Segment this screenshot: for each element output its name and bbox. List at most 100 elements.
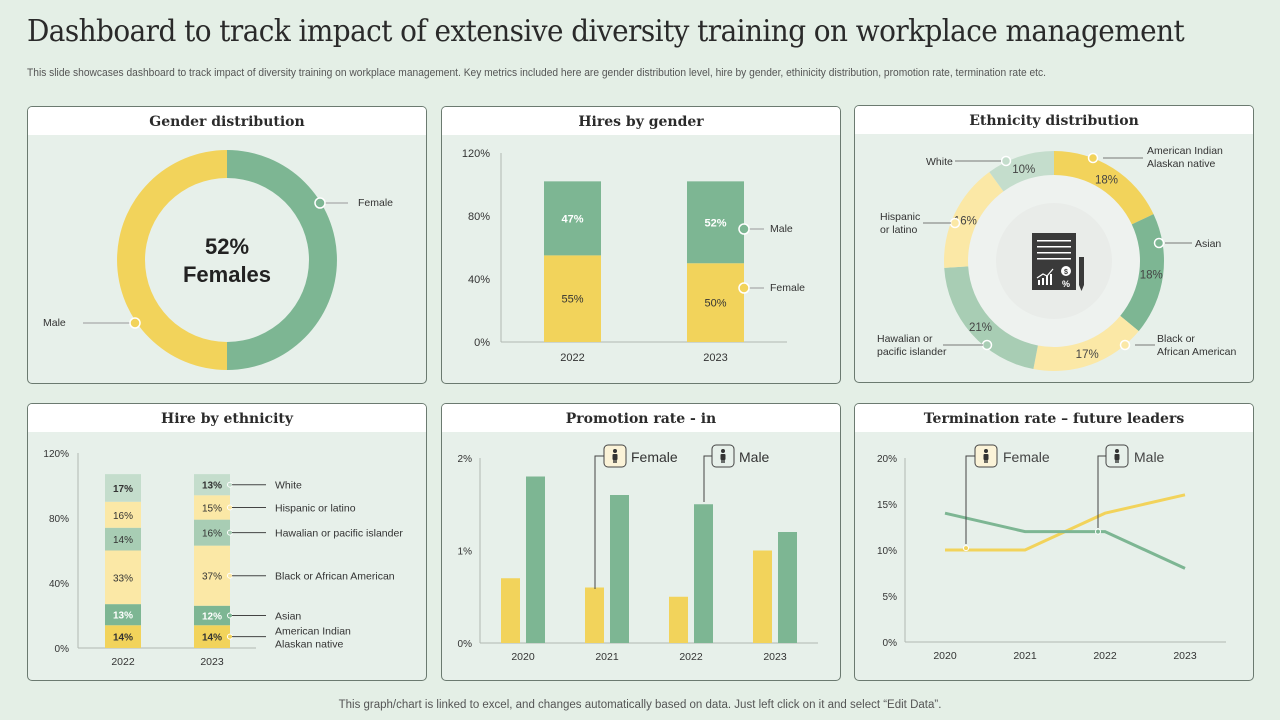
chart-bar-glyph <box>1046 276 1048 285</box>
label-marker <box>1000 155 1012 167</box>
x-tick-label: 2023 <box>703 352 727 364</box>
y-tick-label: 0% <box>55 644 70 655</box>
gender-distribution-chart[interactable]: Female Male 52% Females <box>28 107 427 384</box>
label-marker <box>1153 237 1165 249</box>
bar-segment-2022 <box>105 527 141 551</box>
label-marker <box>1087 152 1099 164</box>
bar-female-2020 <box>501 578 520 643</box>
data-label: 17% <box>113 484 133 495</box>
person-head <box>613 449 617 453</box>
callout-line <box>703 455 712 502</box>
slice-label: African American <box>1157 346 1237 358</box>
male-icon <box>1105 444 1129 468</box>
donut-slice <box>989 151 1054 192</box>
panel-title: Termination rate – future leaders <box>855 404 1253 432</box>
bar-segment-2022 <box>105 501 141 528</box>
data-label: 47% <box>561 213 583 225</box>
bar-segment-2023 <box>194 605 230 626</box>
y-tick-label: 10% <box>877 546 897 557</box>
termination-rate-chart[interactable]: 0% 5% 10% 15% 20% 2020 2021 2022 2023 Female Male <box>855 404 1254 681</box>
donut-slice <box>944 266 1038 370</box>
gender-distribution-panel: Gender distribution Female Male 52% Females <box>27 106 427 384</box>
data-label: 13% <box>202 481 222 492</box>
line-male <box>944 511 1186 570</box>
y-tick-label: 1% <box>458 547 473 558</box>
y-tick-label: 20% <box>877 454 897 465</box>
label-marker <box>227 633 233 640</box>
bar-female-2023 <box>753 550 772 643</box>
legend-label: American Indian <box>275 626 351 638</box>
y-tick-label: 0% <box>458 639 473 650</box>
x-tick-label: 2020 <box>511 651 535 663</box>
donut-slice <box>1033 315 1139 371</box>
data-label: 55% <box>561 294 583 306</box>
panel-title: Gender distribution <box>28 107 426 135</box>
bar-segment-2022 <box>105 604 141 626</box>
page-title: Dashboard to track impact of extensive d… <box>27 14 1185 49</box>
hire-by-ethnicity-chart[interactable]: 0% 40% 80% 120% 14% 13% 33% 14% 16% 17% 2022 14% 12%… <box>28 404 427 681</box>
bar-male-2022 <box>544 181 601 256</box>
callout-line <box>965 455 975 544</box>
hires-by-gender-chart[interactable]: 0% 40% 80% 120% 55% 47% 2022 50% 52% 2023 Male Fema… <box>442 107 841 384</box>
bar-segment-2022 <box>105 550 141 605</box>
person-leg <box>986 459 988 463</box>
callout-line <box>1097 455 1106 528</box>
person-leg <box>615 459 617 463</box>
legend-label-female: Female <box>631 449 678 465</box>
bar-male-2023 <box>778 532 797 643</box>
legend-marker-male <box>738 223 750 235</box>
donut-slice <box>944 172 1004 268</box>
person-leg <box>1117 459 1119 463</box>
slice-label: Alaskan native <box>1147 158 1215 170</box>
x-tick-label: 2021 <box>595 651 619 663</box>
slice-label: pacific islander <box>877 346 947 358</box>
data-label: 52% <box>704 217 726 229</box>
data-label: 33% <box>113 573 133 584</box>
slice-label: White <box>926 156 953 168</box>
label-marker <box>227 504 233 511</box>
y-tick-label: 40% <box>49 579 69 590</box>
y-tick-label: 80% <box>468 211 490 223</box>
person-leg <box>613 459 615 463</box>
dollar-coin <box>1061 266 1071 276</box>
person-head <box>721 449 725 453</box>
panel-title: Promotion rate - in <box>442 404 840 432</box>
bar-male-2021 <box>610 495 629 643</box>
document-line <box>1037 252 1071 254</box>
slice-value-label: 18% <box>1095 174 1118 186</box>
pen-tip <box>1079 285 1084 291</box>
bar-female-2023 <box>687 263 744 342</box>
data-label: 16% <box>113 511 133 522</box>
label-marker <box>227 481 233 488</box>
chart-bar-glyph <box>1050 274 1052 285</box>
slice-label: Hawalian or <box>877 333 933 345</box>
person-leg <box>984 459 986 463</box>
bar-segment-2023 <box>194 495 230 520</box>
x-tick-label: 2020 <box>933 650 957 662</box>
y-tick-label: 5% <box>883 592 898 603</box>
person-leg <box>721 459 723 463</box>
promotion-rate-chart[interactable]: 0% 1% 2% 2020 2021 2022 2023 Female Male <box>442 404 841 681</box>
bar-segment-2022 <box>105 625 141 648</box>
legend-label: White <box>275 480 302 492</box>
data-label: 14% <box>113 535 133 546</box>
x-tick-label: 2023 <box>763 651 787 663</box>
label-marker <box>129 317 141 329</box>
callout-point <box>1095 528 1101 535</box>
legend-label-female: Female <box>770 282 805 294</box>
person-body <box>612 454 618 460</box>
page-subtitle: This slide showcases dashboard to track … <box>27 67 1046 79</box>
document-line <box>1037 240 1071 242</box>
x-tick-label: 2021 <box>1013 650 1037 662</box>
legend-label-male: Male <box>770 223 793 235</box>
female-icon <box>603 444 627 468</box>
document-line <box>1037 258 1071 260</box>
slice-value-label: 10% <box>1012 164 1035 176</box>
data-label: 15% <box>202 503 222 514</box>
bar-male-2020 <box>526 476 545 643</box>
bar-male-2022 <box>694 504 713 643</box>
center-label: Females <box>183 262 271 287</box>
slice-label-female: Female <box>358 197 393 209</box>
bar-male-2023 <box>687 181 744 264</box>
